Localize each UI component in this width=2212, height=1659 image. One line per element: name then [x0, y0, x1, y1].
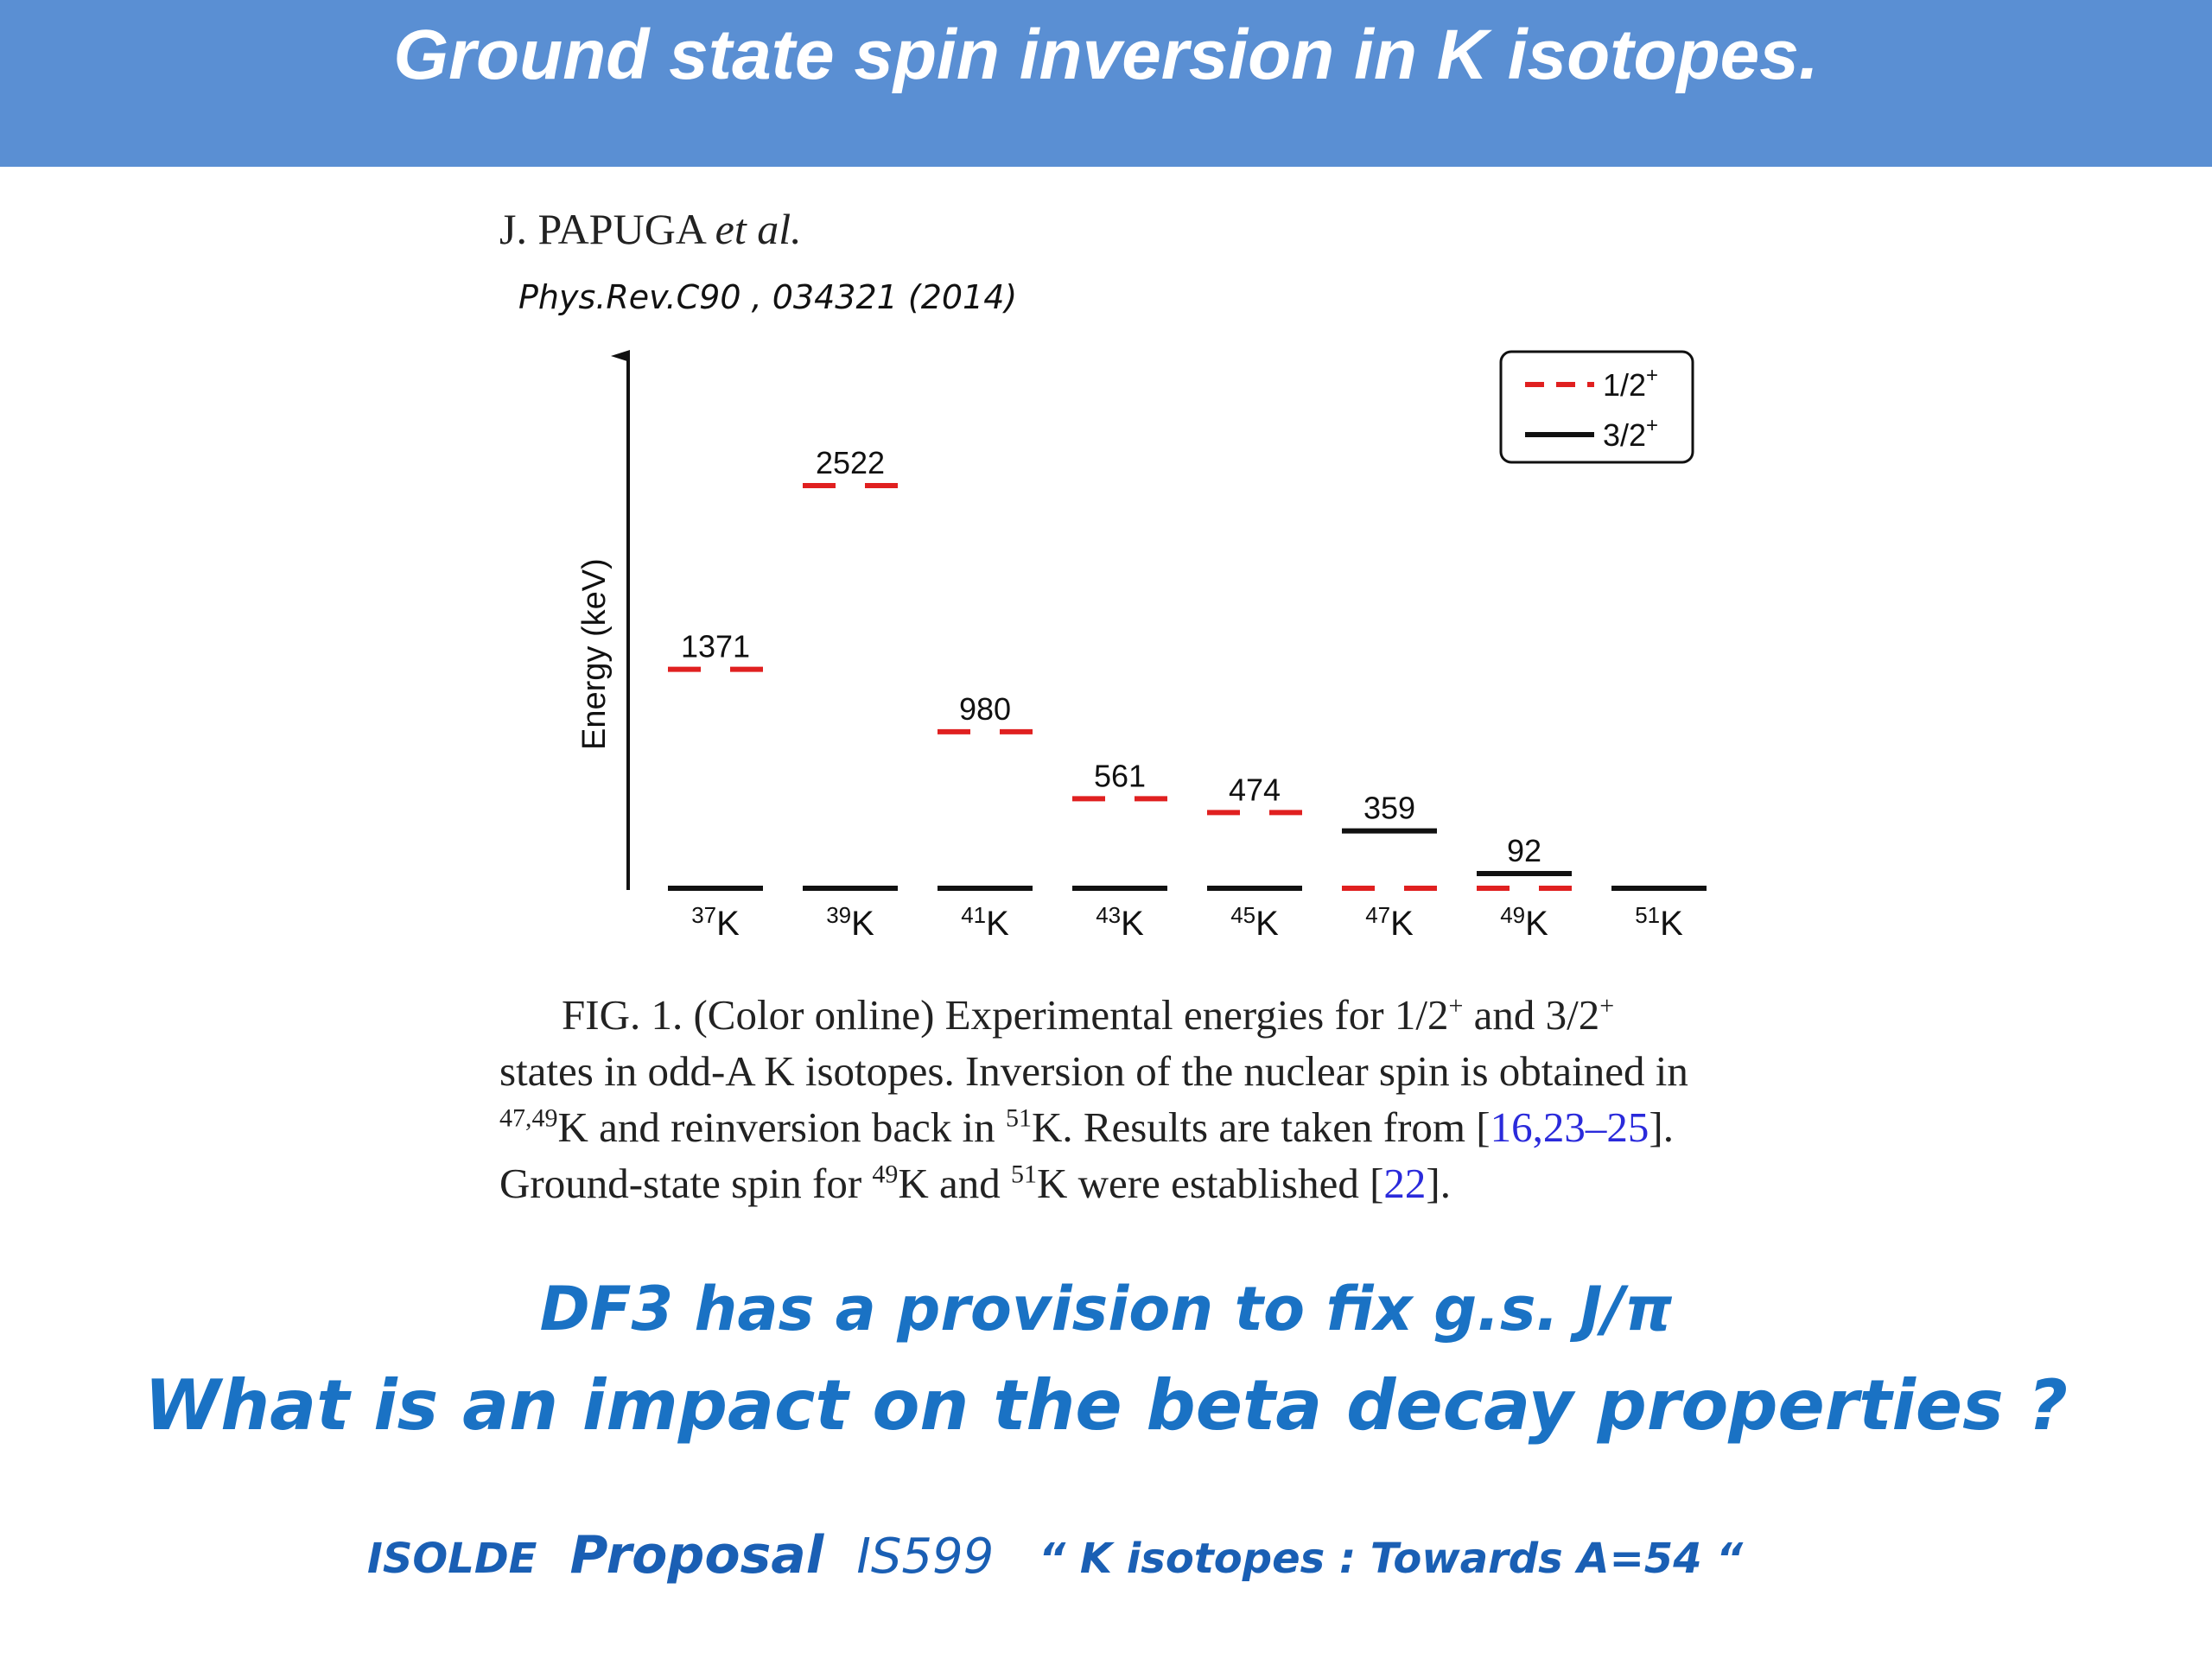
reference-authors: J. PAPUGA et al.: [499, 204, 802, 254]
isotope-label-43: 43K: [1096, 902, 1144, 943]
energy-label-43: 561: [1094, 758, 1146, 793]
question-line-1: DF3 has a provision to fix g.s. J/π: [539, 1274, 1673, 1344]
isotope-label-49: 49K: [1500, 902, 1548, 943]
footer-title: “ K isotopes : Towards A=54 “: [1039, 1535, 1744, 1583]
isotope-label-51: 51K: [1635, 902, 1683, 943]
level-scheme-chart: Energy (keV) 1371 37K 2522 39K 980 41K 561 43K 4…: [576, 350, 1707, 943]
y-axis-label: Energy (keV): [576, 558, 613, 750]
caption-text: K and: [898, 1160, 1012, 1207]
energy-label-47: 359: [1363, 791, 1415, 826]
energy-label-37: 1371: [681, 629, 750, 664]
caption-text: K and reinversion back in: [557, 1103, 1006, 1151]
slide-title: Ground state spin inversion in K isotope…: [393, 16, 1819, 94]
caption-text: ].: [1649, 1103, 1674, 1151]
caption-line-1: FIG. 1. (Color online) Experimental ener…: [499, 987, 1796, 1043]
caption-reference-link[interactable]: 16,23–25: [1490, 1103, 1649, 1151]
caption-sup: 51: [1005, 1103, 1032, 1133]
isotope-label-39: 39K: [826, 902, 874, 943]
energy-label-45: 474: [1229, 772, 1281, 807]
isotope-label-41: 41K: [961, 902, 1009, 943]
footer-code: IS599: [856, 1529, 995, 1585]
title-bar: Ground state spin inversion in K isotope…: [0, 0, 2212, 167]
energy-label-39: 2522: [816, 445, 885, 480]
energy-label-49: 92: [1507, 833, 1541, 868]
isotope-label-37: 37K: [691, 902, 740, 943]
caption-text: K were established [: [1037, 1160, 1384, 1207]
footer-proposal-word: Proposal: [569, 1525, 824, 1586]
figure-caption: FIG. 1. (Color online) Experimental ener…: [499, 987, 1796, 1211]
footer-proposal: ISOLDE Proposal IS599 “ K isotopes : Toward…: [367, 1525, 1743, 1586]
authors-name: J. PAPUGA: [499, 205, 705, 253]
caption-sup: 47,49: [499, 1103, 558, 1133]
caption-text: and 3/2: [1463, 991, 1600, 1039]
levels-group: 1371 37K 2522 39K 980 41K 561 43K 474 45K 359 47K 92…: [668, 445, 1707, 943]
caption-text: K. Results are taken from [: [1031, 1103, 1491, 1151]
legend-label-32: 3/2+: [1603, 414, 1658, 453]
caption-line-3: 47,49K and reinversion back in 51K. Resu…: [499, 1099, 1796, 1155]
legend: 1/2+ 3/2+: [1499, 350, 1694, 464]
caption-sup: +: [1599, 991, 1615, 1020]
caption-reference-link[interactable]: 22: [1383, 1160, 1427, 1207]
caption-text: FIG. 1. (Color online) Experimental ener…: [562, 991, 1449, 1039]
caption-line-2: states in odd-A K isotopes. Inversion of…: [499, 1047, 1688, 1095]
energy-label-41: 980: [959, 691, 1011, 727]
caption-line-4: Ground-state spin for 49K and 51K were e…: [499, 1155, 1796, 1211]
caption-sup: +: [1448, 991, 1464, 1020]
legend-box: [1499, 350, 1694, 464]
footer-isolde: ISOLDE: [367, 1535, 537, 1583]
isotope-label-45: 45K: [1230, 902, 1279, 943]
reference-citation: Phys.Rev.C90 , 034321 (2014): [518, 278, 1018, 316]
caption-text: Ground-state spin for: [499, 1160, 873, 1207]
caption-text: ].: [1426, 1160, 1451, 1207]
caption-sup: 51: [1011, 1160, 1038, 1189]
authors-etal: et al.: [715, 205, 802, 253]
caption-sup: 49: [872, 1160, 899, 1189]
question-line-2: What is an impact on the beta decay prop…: [143, 1365, 2069, 1446]
isotope-label-47: 47K: [1365, 902, 1414, 943]
legend-label-12: 1/2+: [1603, 364, 1658, 403]
